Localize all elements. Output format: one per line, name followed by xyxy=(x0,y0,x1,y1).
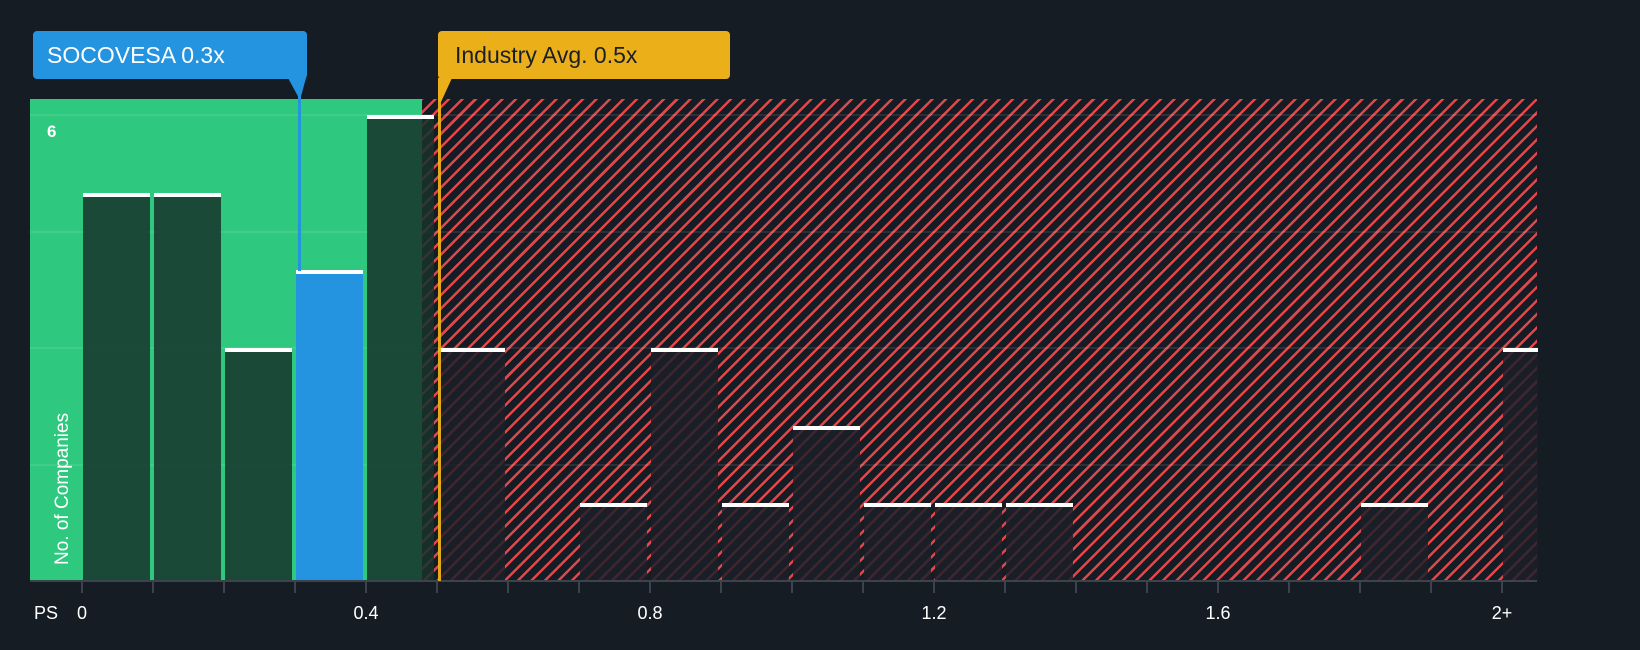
x-axis-tick xyxy=(1359,582,1361,593)
x-axis-tick xyxy=(152,582,154,593)
x-axis-tick xyxy=(1075,582,1077,593)
x-axis-tick xyxy=(294,582,296,593)
x-tick-label: 0.4 xyxy=(353,603,379,623)
x-axis xyxy=(30,580,1537,582)
industry-avg-callout-pointer xyxy=(438,78,452,102)
bar-top-cap xyxy=(722,503,789,508)
histogram-bar xyxy=(793,425,860,581)
bar-top-cap xyxy=(1503,348,1538,352)
histogram-bar xyxy=(1006,503,1073,581)
industry-avg-callout: Industry Avg. 0.5x xyxy=(438,31,730,79)
gridline xyxy=(30,347,1537,349)
x-axis-tick xyxy=(862,582,864,593)
industry-avg-line xyxy=(438,78,441,581)
x-axis-tick xyxy=(720,582,722,593)
x-axis-tick xyxy=(578,582,580,593)
histogram-bar xyxy=(935,503,1002,581)
histogram-bar xyxy=(1361,503,1428,581)
bar-top-cap xyxy=(438,348,505,352)
gridline xyxy=(30,114,1537,116)
overvalued-zone xyxy=(422,99,1537,581)
bar-top-cap xyxy=(864,503,931,508)
x-tick-label: 1.6 xyxy=(1205,603,1231,623)
bar-top-cap xyxy=(651,348,718,352)
company-callout-pointer xyxy=(288,78,306,100)
histogram-bar xyxy=(83,192,150,581)
x-axis-tick xyxy=(81,582,83,593)
x-tick-label: 0.8 xyxy=(637,603,663,623)
histogram-bar xyxy=(722,503,789,581)
x-axis-tick xyxy=(1004,582,1006,593)
company-marker-line xyxy=(298,78,301,271)
x-tick-label: 1.2 xyxy=(921,603,947,623)
bar-top-cap xyxy=(296,270,363,275)
bar-top-cap xyxy=(1006,503,1073,508)
y-axis-top-label: 6 xyxy=(47,122,57,141)
x-axis-tick xyxy=(507,582,509,593)
x-tick-label: 2+ xyxy=(1491,603,1513,623)
bar-top-cap xyxy=(83,192,150,197)
bar-top-cap xyxy=(225,348,292,352)
x-axis-tick xyxy=(1288,582,1290,593)
bar-top-cap xyxy=(367,115,434,119)
histogram-bar xyxy=(438,348,505,581)
bar-top-cap xyxy=(935,503,1002,508)
x-axis-tick xyxy=(933,582,935,593)
x-tick-label: 0 xyxy=(76,603,88,623)
histogram-bar xyxy=(864,503,931,581)
x-axis-tick xyxy=(223,582,225,593)
histogram-bar xyxy=(580,503,647,581)
company-callout: SOCOVESA 0.3x xyxy=(33,31,307,79)
x-axis-title: PS xyxy=(33,603,59,623)
histogram-bar xyxy=(367,115,434,581)
company-bar xyxy=(296,270,363,581)
gridline xyxy=(30,463,1537,466)
x-axis-tick xyxy=(791,582,793,593)
x-axis-tick xyxy=(1430,582,1432,593)
x-axis-tick xyxy=(365,582,367,593)
histogram-bar xyxy=(154,192,221,581)
bar-top-cap xyxy=(793,425,860,430)
histogram-bar xyxy=(651,348,718,581)
x-axis-tick xyxy=(649,582,651,593)
x-axis-tick xyxy=(1146,582,1148,593)
x-axis-tick xyxy=(1501,582,1503,593)
x-axis-tick xyxy=(1217,582,1219,593)
histogram-bar xyxy=(225,348,292,581)
x-axis-tick xyxy=(436,582,438,593)
y-axis-title: No. of Companies xyxy=(52,412,73,565)
bar-top-cap xyxy=(154,192,221,197)
bar-top-cap xyxy=(1361,503,1428,508)
bar-top-cap xyxy=(580,503,647,508)
chart-plot-area xyxy=(30,99,1538,581)
gridline xyxy=(30,230,1537,233)
histogram-bar xyxy=(1503,348,1538,581)
